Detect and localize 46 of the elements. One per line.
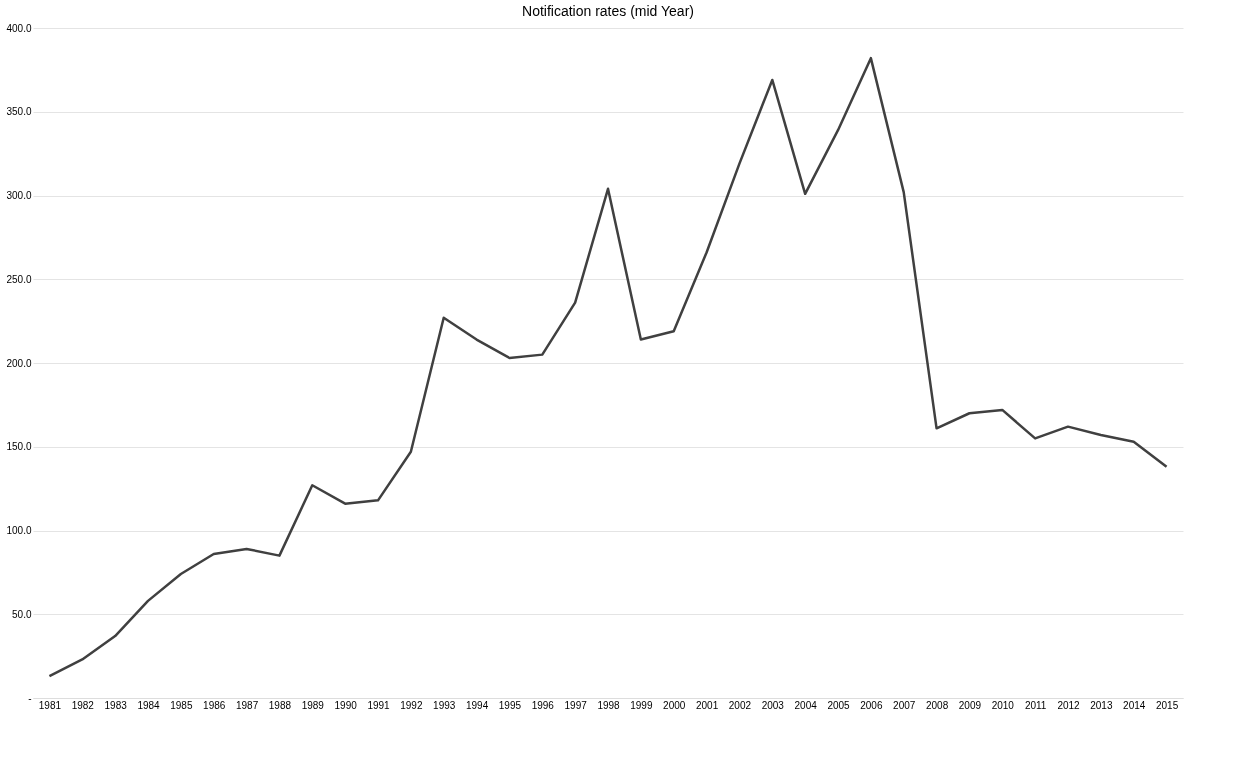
x-tick-label: 1990 (334, 699, 358, 711)
x-tick-label: 1999 (630, 699, 653, 711)
x-tick-label: 1987 (235, 699, 259, 711)
x-tick-label: 1984 (137, 699, 161, 711)
y-tick-label: 250.0 (6, 273, 32, 285)
line-series (48, 56, 1168, 678)
y-tick-label: - (28, 692, 32, 704)
x-tick-label: 2009 (958, 699, 982, 711)
x-tick-label: 1986 (203, 699, 226, 711)
x-tick-label: 1985 (170, 699, 193, 711)
y-tick-label: 350.0 (6, 106, 32, 118)
chart-title: Notification rates (mid Year) (522, 3, 694, 19)
x-tick-label: 2007 (893, 699, 916, 711)
x-tick-label: 2001 (695, 699, 719, 711)
x-tick-label: 1993 (433, 699, 456, 711)
x-tick-label: 1992 (400, 699, 423, 711)
x-tick-label: 2004 (794, 699, 818, 711)
y-tick-label: 200.0 (6, 357, 32, 369)
x-tick-label: 2011 (1024, 699, 1047, 711)
x-tick-label: 1989 (301, 699, 325, 711)
x-tick-label: 2002 (728, 699, 752, 711)
x-tick-label: 2000 (663, 699, 686, 711)
x-tick-label: 1991 (367, 699, 391, 711)
x-tick-label: 2006 (860, 699, 883, 711)
x-tick-label: 1988 (268, 699, 292, 711)
y-tick-label: 50.0 (12, 608, 32, 620)
y-tick-label: 300.0 (6, 190, 32, 201)
x-tick-label: 2012 (1057, 699, 1081, 711)
x-tick-label: 2013 (1090, 699, 1113, 711)
y-tick-label: 400.0 (6, 22, 32, 34)
x-tick-label: 1997 (564, 699, 588, 711)
x-tick-label: 2005 (827, 699, 851, 711)
x-tick-label: 1994 (465, 699, 489, 711)
x-tick-label: 1983 (104, 699, 128, 711)
x-tick-label: 1998 (597, 699, 621, 711)
x-tick-label: 1995 (498, 699, 522, 711)
y-tick-label: 150.0 (6, 441, 32, 453)
x-tick-label: 1982 (71, 699, 95, 711)
y-tick-label: 100.0 (6, 525, 32, 536)
x-tick-label: 2014 (1123, 699, 1146, 711)
x-tick-label: 2015 (1155, 699, 1179, 711)
x-tick-label: 2003 (761, 699, 785, 711)
x-tick-label: 1996 (531, 699, 555, 711)
x-tick-label: 2010 (991, 699, 1015, 711)
x-tick-label: 1981 (38, 699, 62, 711)
x-tick-label: 2008 (925, 699, 949, 711)
